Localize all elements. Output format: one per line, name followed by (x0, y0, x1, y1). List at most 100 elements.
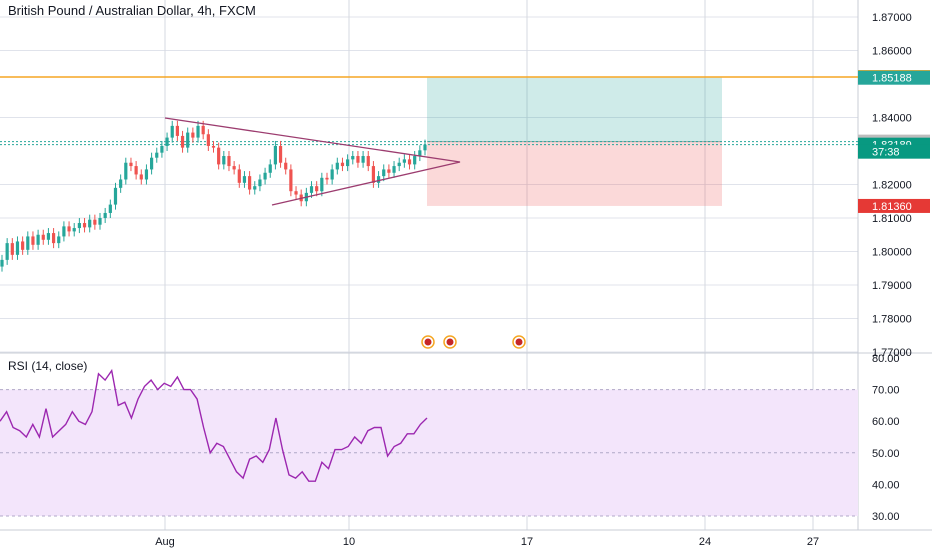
candle-body (253, 186, 257, 190)
rsi-tick-label: 50.00 (872, 448, 900, 460)
candle-body (227, 156, 231, 167)
candle-body (57, 236, 61, 244)
triangle-pattern (164, 117, 461, 206)
candle-body (206, 134, 210, 146)
rsi-line (0, 368, 428, 482)
candle-body (366, 156, 370, 167)
candle-body (309, 186, 314, 193)
candle-body (392, 166, 396, 173)
rsi-tick-label: 70.00 (872, 385, 900, 397)
price-tick-label: 1.87000 (872, 12, 912, 24)
candle-body (119, 179, 123, 188)
rsi-tick-label: 40.00 (872, 479, 900, 491)
candle-body (134, 166, 138, 175)
candle-body (26, 236, 30, 250)
candle-body (201, 125, 205, 135)
candle-body (15, 241, 20, 255)
price-tick-label: 1.86000 (872, 46, 912, 58)
candle-body (413, 156, 417, 165)
candle-body (155, 152, 159, 158)
price-tick-label: 1.84000 (872, 113, 912, 125)
candle-body (320, 177, 324, 192)
candle-body (294, 191, 298, 195)
time-tick-label: Aug (155, 536, 175, 548)
candle-body (93, 219, 97, 225)
candle-body (51, 233, 56, 244)
candle-body (263, 172, 267, 180)
event-flag-core (446, 338, 454, 346)
candle-body (144, 169, 149, 180)
price-tick-label: 1.82000 (872, 180, 912, 192)
price-tag (858, 70, 930, 85)
candle-body (407, 159, 412, 165)
candle-body (88, 219, 92, 228)
price-tag-label: 1.81360 (872, 201, 912, 213)
price-tick-label: 1.77000 (872, 347, 912, 359)
candle-body (186, 132, 190, 148)
price-tick-label: 1.81000 (872, 213, 912, 225)
candle-body (371, 166, 376, 183)
candle-body (129, 162, 133, 167)
rsi-tick-label: 30.00 (872, 511, 900, 523)
chart-title: British Pound / Australian Dollar, 4h, F… (8, 3, 256, 18)
candle-body (232, 166, 236, 170)
candle-body (397, 162, 401, 167)
candle-body (278, 145, 283, 163)
candle-body (258, 179, 262, 187)
price-tag-label: 37:38 (872, 147, 900, 159)
price-tick-label: 1.79000 (872, 280, 912, 292)
candle-body (82, 223, 87, 228)
candle-body (284, 162, 288, 170)
candle-body (361, 156, 365, 163)
candle-body (124, 162, 128, 180)
candle-body (21, 241, 25, 250)
candle-body (382, 169, 386, 177)
candle-body (273, 145, 278, 165)
candle-body (325, 177, 329, 180)
candle-body (351, 156, 355, 160)
candle-body (268, 164, 272, 173)
rsi-title: RSI (14, close) (8, 359, 88, 373)
candle-body (335, 162, 339, 170)
event-flag-core (424, 338, 432, 346)
candle-body (165, 137, 169, 146)
rsi-tick-label: 60.00 (872, 416, 900, 428)
candle-body (315, 186, 319, 192)
candle-body (10, 243, 14, 255)
price-tick-label: 1.78000 (872, 314, 912, 326)
rsi-tick-label: 80.00 (872, 353, 900, 365)
price-tag (858, 198, 930, 213)
candle-body (356, 156, 360, 163)
candle-body (108, 204, 112, 213)
candle-body (330, 169, 334, 180)
event-flag-icon (421, 335, 435, 349)
position-stop-zone (427, 141, 722, 206)
time-tick-label: 17 (521, 536, 533, 548)
candle-body (211, 145, 216, 148)
candle-body (98, 218, 102, 225)
candle-body (41, 234, 45, 240)
time-tick-label: 27 (807, 536, 819, 548)
candle-body (402, 159, 406, 163)
candle-body (72, 228, 76, 232)
candle-body (67, 226, 71, 232)
price-tick-label: 1.80000 (872, 247, 912, 259)
event-flag-icon (512, 335, 526, 349)
candle-body (31, 236, 35, 245)
candle-body (139, 174, 143, 180)
candle-body (77, 223, 81, 229)
candle-body (0, 259, 4, 267)
time-tick-label: 10 (343, 536, 355, 548)
candle-body (242, 176, 247, 183)
event-flag-icon (443, 335, 457, 349)
candle-body (191, 132, 195, 138)
price-tag (858, 144, 930, 159)
candle-body (196, 125, 200, 138)
candle-body (160, 145, 164, 153)
candle-body (103, 212, 107, 218)
candle-body (170, 125, 174, 138)
candle-body (62, 226, 66, 237)
candle-body (237, 169, 241, 183)
candle-body (387, 169, 391, 173)
